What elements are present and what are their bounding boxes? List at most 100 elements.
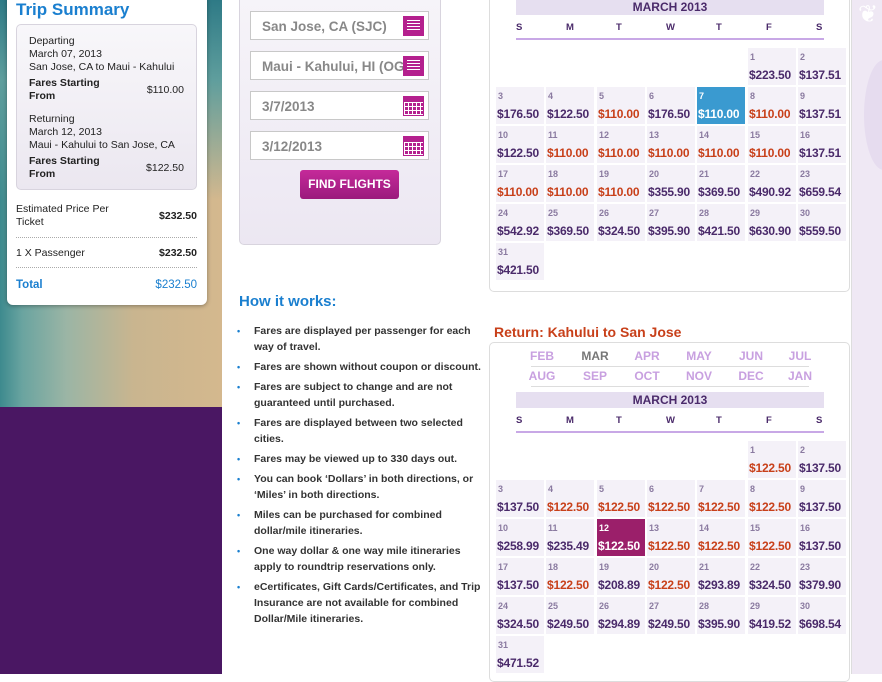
- day-number: 2: [800, 445, 806, 455]
- calendar-day-cell[interactable]: 4 $122.50: [546, 480, 594, 517]
- fare-price: $471.52: [497, 656, 539, 670]
- month-tab-feb[interactable]: FEB: [530, 349, 554, 363]
- calendar-day-cell[interactable]: 22 $324.50: [748, 558, 796, 595]
- month-divider: [531, 386, 809, 387]
- calendar-day-cell[interactable]: 11 $110.00: [546, 126, 594, 163]
- trip-summary-card: Trip Summary Departing March 07, 2013 Sa…: [7, 0, 207, 305]
- calendar-day-cell[interactable]: 25 $369.50: [546, 204, 594, 241]
- origin-input[interactable]: San Jose, CA (SJC): [250, 11, 429, 40]
- calendar-day-cell[interactable]: 29 $630.90: [748, 204, 796, 241]
- calendar-day-cell[interactable]: 1 $223.50: [748, 48, 796, 85]
- calendar-day-cell[interactable]: 15 $110.00: [748, 126, 796, 163]
- calendar-day-cell[interactable]: 25 $249.50: [546, 597, 594, 634]
- month-tab-may[interactable]: MAY: [686, 349, 712, 363]
- calendar-day-cell[interactable]: 18 $122.50: [546, 558, 594, 595]
- how-it-works-item: Fares are shown without coupon or discou…: [237, 359, 487, 375]
- calendar-day-cell[interactable]: 19 $208.89: [597, 558, 645, 595]
- calendar-day-cell[interactable]: 13 $110.00: [647, 126, 695, 163]
- calendar-day-cell[interactable]: 17 $137.50: [496, 558, 544, 595]
- calendar-day-cell[interactable]: 21 $293.89: [697, 558, 745, 595]
- calendar-day-cell[interactable]: 12 $110.00: [597, 126, 645, 163]
- calendar-day-cell[interactable]: 2 $137.50: [798, 441, 846, 478]
- depart-date-input[interactable]: 3/7/2013: [250, 91, 429, 120]
- calendar-day-cell[interactable]: 28 $421.50: [697, 204, 745, 241]
- calendar-day-cell[interactable]: 17 $110.00: [496, 165, 544, 202]
- calendar-day-cell[interactable]: 23 $379.90: [798, 558, 846, 595]
- calendar-day-cell[interactable]: 22 $490.92: [748, 165, 796, 202]
- calendar-day-cell[interactable]: 4 $122.50: [546, 87, 594, 124]
- calendar-day-cell[interactable]: 10 $258.99: [496, 519, 544, 556]
- calendar-day-cell[interactable]: 30 $698.54: [798, 597, 846, 634]
- month-tab-apr[interactable]: APR: [634, 349, 660, 363]
- month-tab-mar[interactable]: MAR: [581, 349, 609, 363]
- calendar-day-cell[interactable]: 6 $122.50: [647, 480, 695, 517]
- calendar-day-cell[interactable]: 29 $419.52: [748, 597, 796, 634]
- calendar-day-cell[interactable]: 24 $542.92: [496, 204, 544, 241]
- calendar-day-cell[interactable]: 27 $395.90: [647, 204, 695, 241]
- day-number: 9: [800, 484, 806, 494]
- fare-price: $122.50: [648, 500, 690, 514]
- calendar-day-cell[interactable]: 5 $110.00: [597, 87, 645, 124]
- month-tab-nov[interactable]: NOV: [685, 369, 712, 383]
- calendar-day-cell[interactable]: 24 $324.50: [496, 597, 544, 634]
- calendar-day-cell[interactable]: 10 $122.50: [496, 126, 544, 163]
- calendar-day-cell[interactable]: 14 $110.00: [697, 126, 745, 163]
- calendar-day-cell[interactable]: 5 $122.50: [597, 480, 645, 517]
- fare-price: $369.50: [547, 224, 589, 238]
- calendar-day-cell[interactable]: 7 $110.00: [697, 87, 745, 124]
- passenger-label: 1 X Passenger: [16, 247, 85, 259]
- weekday-label: W: [666, 22, 675, 33]
- calendar-day-cell[interactable]: 14 $122.50: [697, 519, 745, 556]
- calendar-day-cell[interactable]: 26 $324.50: [597, 204, 645, 241]
- month-tab-jul[interactable]: JUL: [788, 349, 812, 363]
- return-date-input[interactable]: 3/12/2013: [250, 131, 429, 160]
- month-tab-oct[interactable]: OCT: [634, 369, 660, 383]
- month-tab-dec[interactable]: DEC: [738, 369, 764, 383]
- calendar-icon[interactable]: [403, 96, 424, 116]
- calendar-day-cell[interactable]: 21 $369.50: [697, 165, 745, 202]
- calendar-day-cell[interactable]: 15 $122.50: [748, 519, 796, 556]
- calendar-day-cell[interactable]: 3 $176.50: [496, 87, 544, 124]
- total-label: Total: [16, 279, 43, 291]
- month-tab-jun[interactable]: JUN: [738, 349, 763, 363]
- calendar-day-cell[interactable]: 7 $122.50: [697, 480, 745, 517]
- calendar-day-cell[interactable]: 28 $395.90: [697, 597, 745, 634]
- calendar-day-cell[interactable]: 19 $110.00: [597, 165, 645, 202]
- calendar-day-cell[interactable]: 1 $122.50: [748, 441, 796, 478]
- month-tab-sep[interactable]: SEP: [582, 369, 607, 383]
- list-icon[interactable]: [403, 16, 424, 36]
- calendar-day-cell[interactable]: 9 $137.50: [798, 480, 846, 517]
- month-tab-aug[interactable]: AUG: [528, 369, 556, 383]
- calendar-day-cell[interactable]: 31 $471.52: [496, 636, 544, 673]
- calendar-day-cell[interactable]: 6 $176.50: [647, 87, 695, 124]
- calendar-day-cell[interactable]: 26 $294.89: [597, 597, 645, 634]
- calendar-day-cell[interactable]: 12 $122.50: [597, 519, 645, 556]
- calendar-day-cell[interactable]: 2 $137.51: [798, 48, 846, 85]
- month-tab-jan[interactable]: JAN: [787, 369, 812, 383]
- calendar-day-cell[interactable]: 8 $122.50: [748, 480, 796, 517]
- day-number: 29: [750, 601, 761, 611]
- calendar-day-cell[interactable]: 27 $249.50: [647, 597, 695, 634]
- return-calendar-title: Return: Kahului to San Jose: [494, 324, 682, 340]
- calendar-day-cell[interactable]: 8 $110.00: [748, 87, 796, 124]
- calendar-day-cell[interactable]: 16 $137.50: [798, 519, 846, 556]
- calendar-icon[interactable]: [403, 136, 424, 156]
- calendar-day-cell[interactable]: 11 $235.49: [546, 519, 594, 556]
- destination-input[interactable]: Maui - Kahului, HI (OGG): [250, 51, 429, 80]
- calendar-day-cell[interactable]: 20 $355.90: [647, 165, 695, 202]
- find-flights-button[interactable]: FIND FLIGHTS: [300, 170, 399, 199]
- calendar-day-cell[interactable]: 30 $559.50: [798, 204, 846, 241]
- calendar-day-cell[interactable]: 16 $137.51: [798, 126, 846, 163]
- calendar-day-cell[interactable]: 3 $137.50: [496, 480, 544, 517]
- fare-price: $122.50: [698, 539, 740, 553]
- calendar-day-cell[interactable]: 23 $659.54: [798, 165, 846, 202]
- calendar-day-cell[interactable]: 31 $421.50: [496, 243, 544, 280]
- calendar-day-cell[interactable]: 20 $122.50: [647, 558, 695, 595]
- calendar-day-cell[interactable]: 13 $122.50: [647, 519, 695, 556]
- list-icon[interactable]: [403, 56, 424, 76]
- calendar-day-cell[interactable]: 18 $110.00: [546, 165, 594, 202]
- calendar-day-cell[interactable]: 9 $137.51: [798, 87, 846, 124]
- fare-price: $137.51: [799, 68, 841, 82]
- day-number: 14: [699, 130, 710, 140]
- day-number: 25: [548, 208, 559, 218]
